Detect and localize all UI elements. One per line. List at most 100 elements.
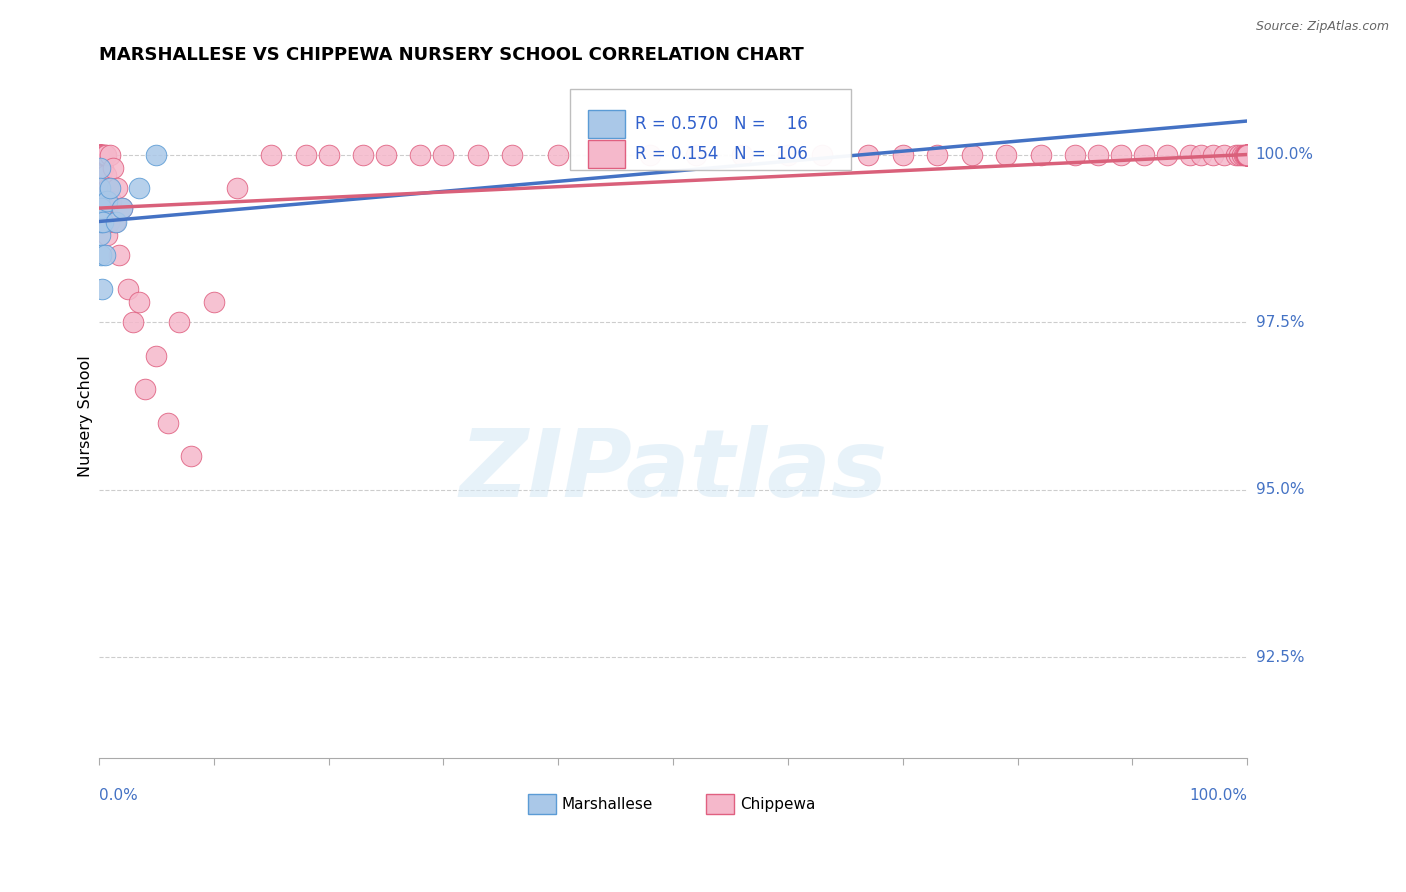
Point — [1029, 147, 1052, 161]
Point — [1236, 147, 1258, 161]
Text: Chippewa: Chippewa — [740, 797, 815, 812]
Point — [593, 147, 616, 161]
Point — [90, 147, 112, 161]
Point — [1236, 147, 1258, 161]
Point — [1156, 147, 1178, 161]
Point — [89, 147, 111, 161]
Point — [352, 147, 374, 161]
FancyBboxPatch shape — [569, 89, 851, 169]
Point — [89, 147, 111, 161]
Point — [108, 248, 131, 262]
Text: 100.0%: 100.0% — [1256, 147, 1313, 162]
Point — [89, 181, 111, 195]
Point — [1234, 147, 1257, 161]
Point — [91, 214, 114, 228]
Point — [89, 227, 111, 242]
Point — [90, 194, 112, 209]
Point — [1233, 147, 1256, 161]
Point — [89, 181, 111, 195]
Point — [432, 147, 454, 161]
Point — [1234, 147, 1257, 161]
Point — [1087, 147, 1109, 161]
Point — [98, 214, 121, 228]
Point — [960, 147, 983, 161]
Point — [995, 147, 1018, 161]
Point — [1236, 147, 1258, 161]
Point — [91, 181, 114, 195]
FancyBboxPatch shape — [706, 794, 734, 814]
Point — [117, 281, 139, 295]
Point — [91, 161, 114, 175]
Text: 97.5%: 97.5% — [1256, 315, 1305, 329]
Point — [409, 147, 432, 161]
Point — [1225, 147, 1247, 161]
Point — [89, 161, 111, 175]
Point — [89, 147, 111, 161]
Text: Source: ZipAtlas.com: Source: ZipAtlas.com — [1256, 20, 1389, 33]
Point — [180, 449, 202, 463]
FancyBboxPatch shape — [588, 140, 624, 168]
Point — [93, 181, 115, 195]
Point — [294, 147, 316, 161]
Point — [111, 201, 134, 215]
Point — [1236, 147, 1258, 161]
Point — [1189, 147, 1212, 161]
Point — [202, 294, 225, 309]
Point — [1236, 147, 1258, 161]
Point — [105, 214, 128, 228]
Point — [1236, 147, 1258, 161]
Point — [1202, 147, 1225, 161]
Point — [1213, 147, 1236, 161]
Text: R = 0.154   N =  106: R = 0.154 N = 106 — [636, 145, 808, 163]
Point — [96, 147, 118, 161]
Point — [90, 201, 112, 215]
Point — [90, 147, 112, 161]
Point — [89, 147, 111, 161]
Text: Marshallese: Marshallese — [561, 797, 652, 812]
Point — [1236, 147, 1258, 161]
Point — [375, 147, 398, 161]
Point — [134, 382, 156, 396]
Point — [89, 194, 111, 209]
Point — [111, 201, 134, 215]
Point — [1234, 147, 1257, 161]
Point — [145, 349, 167, 363]
Point — [167, 315, 190, 329]
Point — [89, 147, 111, 161]
Text: R = 0.570   N =    16: R = 0.570 N = 16 — [636, 115, 808, 133]
Text: 95.0%: 95.0% — [1256, 482, 1305, 497]
FancyBboxPatch shape — [529, 794, 555, 814]
Point — [89, 147, 111, 161]
Point — [638, 147, 661, 161]
Point — [94, 168, 117, 182]
Point — [1064, 147, 1087, 161]
Point — [1236, 147, 1258, 161]
Point — [1178, 147, 1201, 161]
Point — [1236, 147, 1258, 161]
Point — [97, 181, 120, 195]
Point — [90, 181, 112, 195]
Point — [858, 147, 880, 161]
Point — [927, 147, 949, 161]
Point — [93, 214, 115, 228]
Point — [811, 147, 834, 161]
Point — [93, 147, 115, 161]
Point — [91, 281, 114, 295]
Point — [225, 181, 247, 195]
Text: MARSHALLESE VS CHIPPEWA NURSERY SCHOOL CORRELATION CHART: MARSHALLESE VS CHIPPEWA NURSERY SCHOOL C… — [98, 46, 804, 64]
Point — [1236, 147, 1258, 161]
Point — [90, 147, 112, 161]
Point — [1236, 147, 1258, 161]
Point — [776, 147, 799, 161]
Y-axis label: Nursery School: Nursery School — [79, 355, 93, 476]
Point — [96, 194, 118, 209]
Point — [467, 147, 489, 161]
Point — [122, 315, 145, 329]
Point — [93, 248, 115, 262]
Point — [90, 214, 112, 228]
Point — [89, 147, 111, 161]
Point — [98, 147, 121, 161]
Point — [547, 147, 569, 161]
Point — [90, 147, 112, 161]
Point — [91, 147, 114, 161]
